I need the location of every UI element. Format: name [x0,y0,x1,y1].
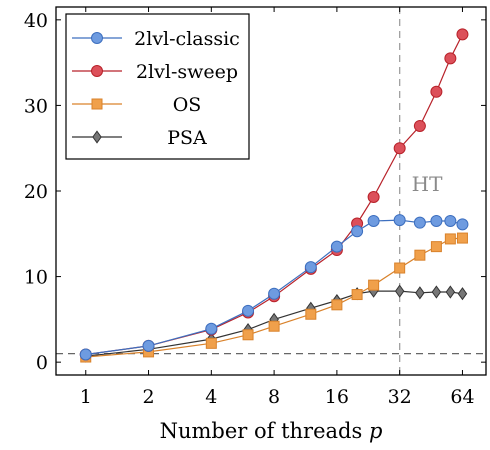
annotation-label: HT [412,172,443,196]
data-point-OS [351,289,363,301]
data-point-2lvl-classic [142,339,155,352]
data-point-2lvl-classic [79,348,92,361]
x-axis-variable: p [369,419,382,443]
data-point-2lvl-classic [205,322,218,335]
legend-marker [92,130,102,144]
x-tick-label: 16 [325,386,349,408]
data-point-2lvl-classic [330,240,343,253]
data-point-OS [430,241,442,253]
data-point-OS [444,233,456,245]
y-tick-label: 30 [24,95,48,117]
data-point-2lvl-sweep [393,142,406,155]
data-point-OS [456,232,468,244]
series-line-2lvl-sweep [85,34,464,356]
x-axis-title-text: Number of threads [160,419,363,443]
data-point-OS [331,299,343,311]
legend-entry-2lvl-classic: 2lvl-classic [72,28,240,50]
x-tick-label: 64 [450,386,474,408]
data-point-2lvl-classic [444,214,457,227]
data-point-2lvl-sweep [444,52,457,65]
data-point-2lvl-sweep [413,119,426,132]
legend-label: 2lvl-classic [134,28,240,50]
data-point-OS [205,337,217,349]
x-tick-label: 8 [268,386,280,408]
data-point-OS [414,249,426,261]
legend-marker [91,98,103,110]
data-point-OS [242,329,254,341]
data-point-2lvl-classic [430,214,443,227]
data-point-OS [268,320,280,332]
data-point-PSA [457,287,468,301]
data-point-PSA [431,285,442,299]
series-2lvl-classic [79,214,469,361]
y-tick-label: 0 [36,352,48,374]
data-point-PSA [445,285,456,299]
data-point-2lvl-classic [304,261,317,274]
x-tick-label: 2 [142,386,154,408]
y-tick-label: 20 [24,181,48,203]
x-tick-label: 1 [80,386,92,408]
annotations: HT [412,172,443,196]
legend-label: OS [173,94,202,116]
data-point-2lvl-classic [413,216,426,229]
data-point-PSA [415,286,425,300]
data-point-2lvl-sweep [367,190,380,203]
x-tick-label: 32 [388,386,412,408]
y-tick-label: 40 [24,10,48,32]
y-tick-label: 10 [24,267,48,289]
data-point-OS [305,308,317,320]
data-point-2lvl-classic [456,218,469,231]
legend-label: 2lvl-sweep [136,61,238,83]
reference-lines [56,7,486,375]
data-point-2lvl-classic [268,287,281,300]
legend-entry-PSA: PSA [72,127,207,149]
data-point-OS [368,279,380,291]
legend: 2lvl-classic 2lvl-sweep OS PSA [65,13,250,160]
data-point-2lvl-classic [367,214,380,227]
legend-label: PSA [167,127,207,149]
data-point-PSA [394,284,405,298]
legend-marker [91,32,103,44]
series-layer [79,28,469,363]
data-point-2lvl-classic [351,225,364,238]
data-point-2lvl-classic [393,214,406,227]
x-tick-label: 4 [205,386,217,408]
legend-entry-OS: OS [72,94,201,116]
legend-marker [91,65,103,77]
data-point-2lvl-classic [242,304,255,317]
legend-entry-2lvl-sweep: 2lvl-sweep [72,61,238,83]
axis-ticks: 1 2 4 8 16 32 64 0 10 20 30 40 [24,7,486,408]
x-axis-title: Number of threads p [160,419,383,443]
data-point-2lvl-sweep [430,85,443,98]
data-point-OS [394,262,406,274]
data-point-2lvl-sweep [456,28,469,41]
